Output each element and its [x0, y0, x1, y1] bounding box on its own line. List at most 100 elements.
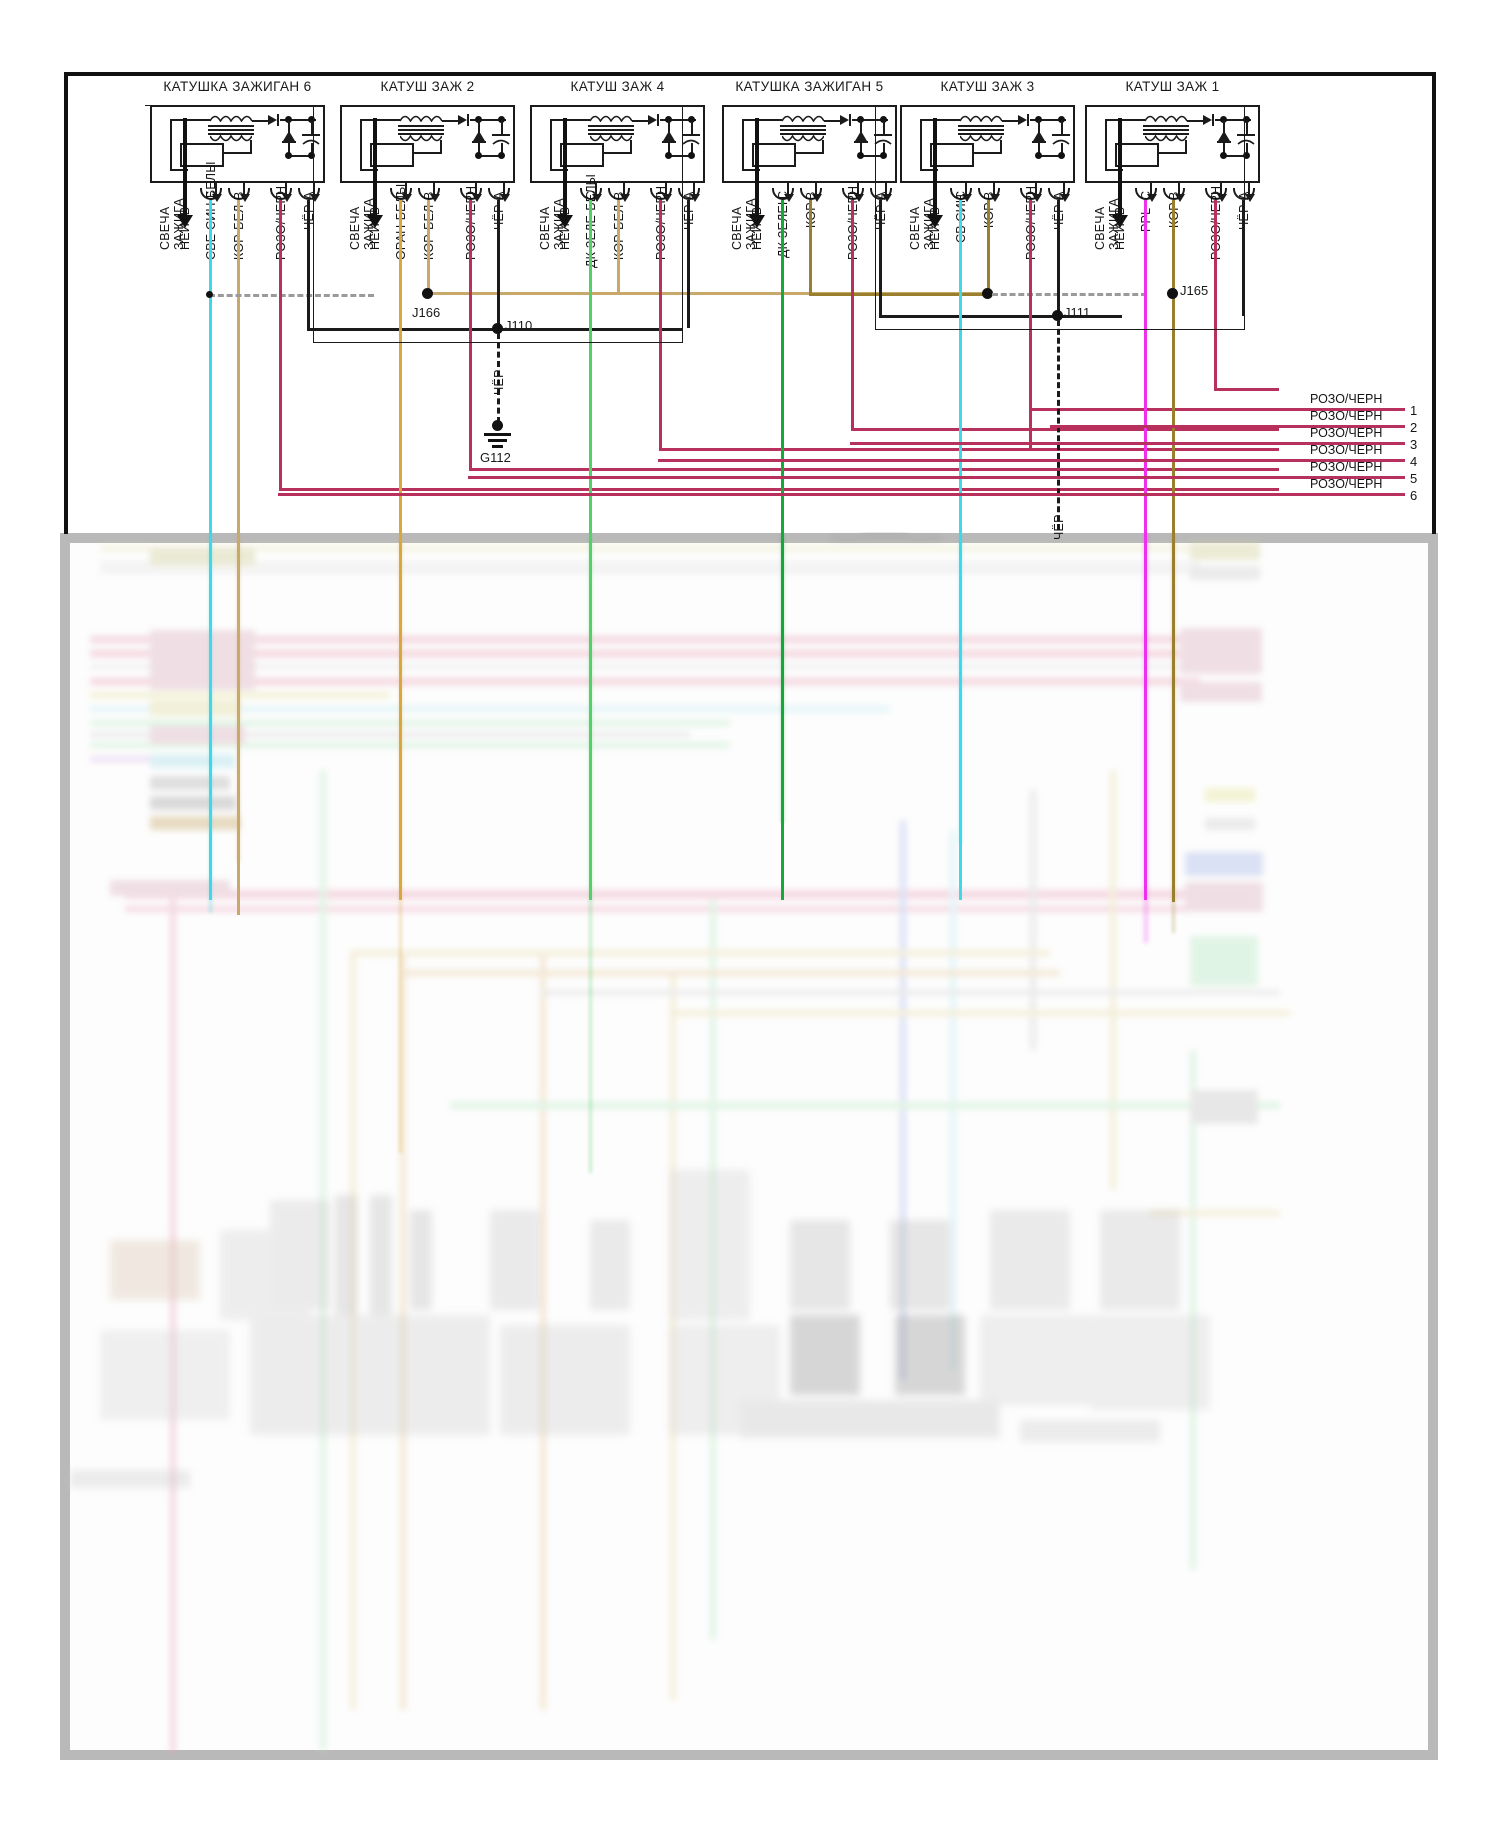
plug-label2-coil3: ЗАЖИГА: [922, 198, 936, 250]
wire-coil1-A: [1242, 200, 1245, 316]
wire-ext-lgreen: [589, 533, 592, 1173]
rightnum-4: 4: [1410, 454, 1418, 469]
rightlabel-4: РОЗО/ЧЕРН: [1310, 443, 1383, 457]
ground-lower-wire: ЧЁР: [1052, 514, 1066, 540]
splice-J111-label: J111: [1064, 305, 1091, 320]
wire-ext-purple: [1144, 533, 1148, 943]
pinletter-coil5-B: B: [804, 191, 818, 200]
splice-dot-left: [206, 291, 213, 298]
wire-coil4-A: [687, 200, 690, 328]
rightbus-1: [1240, 408, 1405, 411]
group-edge-c: [875, 105, 876, 330]
rightlabel-5: РОЗО/ЧЕРН: [1310, 460, 1383, 474]
wire-coil6-A-bus: [307, 328, 482, 331]
plug-lead-coil6: [183, 118, 187, 218]
wire-coil5-B-bus: [809, 293, 994, 296]
plug-label1-coil6: СВЕЧА: [158, 206, 172, 250]
splice-J165-left-dot: [982, 288, 993, 299]
wire-coil3-A: [1057, 200, 1060, 318]
plug-arrowhead-coil1: [1112, 215, 1128, 228]
rightnum-3: 3: [1410, 437, 1418, 452]
wire-J111-bus: [1052, 315, 1122, 318]
wire-coil3-B: [987, 200, 990, 292]
coil-body-coil6: [150, 105, 325, 183]
rightbus-2: [1050, 425, 1405, 428]
ground-G112-dot: [492, 420, 503, 431]
rightnum-2: 2: [1410, 420, 1418, 435]
group-edge-b: [682, 105, 683, 343]
pinletter-coil5-A: A: [874, 191, 888, 200]
rightbus-3: [850, 442, 1405, 445]
plug-label2-coil4: ЗАЖИГА: [552, 198, 566, 250]
coil-body-coil1: [1085, 105, 1260, 183]
wire-coil4-D-bus: [659, 448, 1279, 451]
coil-body-coil4: [530, 105, 705, 183]
plug-label2-coil6: ЗАЖИГА: [172, 198, 186, 250]
page-canvas: [70, 543, 1428, 1750]
wire-coil2-D: [469, 200, 472, 470]
wire-coil1-C: [1144, 200, 1147, 900]
plug-arrowhead-coil5: [749, 215, 765, 228]
group-edge-a: [313, 105, 314, 343]
pinletter-coil2-A: A: [492, 191, 506, 200]
pinletter-coil3-B: B: [982, 191, 996, 200]
wire-coil6-B: [237, 200, 240, 295]
coil-title-coil1: КАТУШ ЗАЖ 1: [1125, 79, 1220, 94]
rightbus-4: [658, 459, 1405, 462]
plug-arrowhead-coil3: [927, 215, 943, 228]
faded-background-components: [70, 1100, 1428, 1720]
group-edge-d: [1244, 105, 1245, 330]
pinletter-coil2-B: B: [422, 191, 436, 200]
ground-G112-label: G112: [480, 450, 511, 465]
wire-coil5-B: [809, 200, 812, 295]
wire-coil3-C: [959, 200, 962, 900]
wire-coil1-B: [1172, 200, 1175, 292]
wire-coil6-C: [209, 200, 212, 900]
wire-coil3-D: [1029, 200, 1032, 450]
coil-body-coil5: [722, 105, 897, 183]
coil-title-coil2: КАТУШ ЗАЖ 2: [380, 79, 475, 94]
plug-label1-coil2: СВЕЧА: [348, 206, 362, 250]
group-line-a: [145, 105, 325, 106]
group-bottom-c: [875, 329, 1245, 330]
pinletter-coil4-A: A: [682, 191, 696, 200]
coil-title-coil3: КАТУШ ЗАЖ 3: [940, 79, 1035, 94]
wire-coil1-D-bus: [1214, 388, 1279, 391]
plug-label1-coil4: СВЕЧА: [538, 206, 552, 250]
plug-arrowhead-coil2: [367, 215, 383, 228]
splice-J165-dash: [992, 293, 1147, 296]
rightlabel-1: РОЗО/ЧЕРН: [1310, 392, 1383, 406]
plug-lead-coil2: [373, 118, 377, 218]
rightnum-6: 6: [1410, 488, 1418, 503]
ground-G112-bar1: [484, 433, 511, 436]
coil-title-coil6: КАТУШКА ЗАЖИГАН 6: [163, 79, 312, 94]
plug-lead-coil4: [563, 118, 567, 218]
wire-coil6-D-bus: [279, 488, 1279, 491]
rightnum-5: 5: [1410, 471, 1418, 486]
frame-left: [64, 72, 68, 534]
wire-coil1-D: [1214, 200, 1217, 390]
coil-title-coil5: КАТУШКА ЗАЖИГАН 5: [735, 79, 884, 94]
coil-body-coil3: [900, 105, 1075, 183]
pinletter-coil6-B: B: [232, 191, 246, 200]
splice-J165-dot: [1167, 288, 1178, 299]
plug-label1-coil1: СВЕЧА: [1093, 206, 1107, 250]
faded-background-schematic: [70, 470, 1428, 1755]
splice-J111-dot: [1052, 310, 1063, 321]
wire-coil4-C: [589, 200, 592, 900]
plug-arrowhead-coil6: [177, 215, 193, 228]
ground-G112-lead: [497, 333, 500, 423]
wire-coil2-B: [427, 200, 430, 294]
wire-ext-brown: [1172, 533, 1175, 933]
plug-lead-coil5: [755, 118, 759, 218]
wire-coil2-C: [399, 200, 402, 900]
wire-coil2-A: [497, 200, 500, 328]
pinletter-coil4-B: B: [612, 191, 626, 200]
pinletter-coil3-A: A: [1052, 191, 1066, 200]
plug-lead-coil3: [933, 118, 937, 218]
wire-ext-orange: [399, 533, 402, 1153]
ground-G112-wire: ЧЁР: [492, 369, 506, 395]
splice-J166-dot: [422, 288, 433, 299]
plug-label2-coil1: ЗАЖИГА: [1107, 198, 1121, 250]
plug-label1-coil5: СВЕЧА: [730, 206, 744, 250]
